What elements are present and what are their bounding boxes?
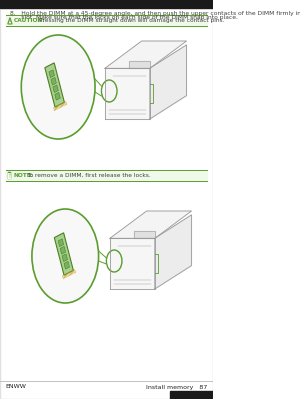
Text: NOTE:: NOTE: xyxy=(13,173,33,178)
Text: !: ! xyxy=(9,18,11,23)
Bar xyxy=(6,15,207,26)
Polygon shape xyxy=(150,45,187,119)
Text: slot. Make sure that the locks on each side of the DIMM snap into place.: slot. Make sure that the locks on each s… xyxy=(10,16,238,20)
Polygon shape xyxy=(60,247,66,254)
Text: ENWW: ENWW xyxy=(6,385,26,389)
Bar xyxy=(8,172,11,179)
Polygon shape xyxy=(49,70,54,77)
Bar xyxy=(170,391,213,399)
Bar xyxy=(0,0,213,8)
Polygon shape xyxy=(155,215,191,289)
Polygon shape xyxy=(105,68,150,119)
Polygon shape xyxy=(105,41,187,68)
Polygon shape xyxy=(62,254,68,262)
Polygon shape xyxy=(110,238,155,289)
Polygon shape xyxy=(45,63,64,107)
Polygon shape xyxy=(110,211,191,238)
Text: Pressing the DIMM straight down will damage the contact pins.: Pressing the DIMM straight down will dam… xyxy=(39,18,224,23)
Text: 8.   Hold the DIMM at a 45-degree angle, and then push the upper contacts of the: 8. Hold the DIMM at a 45-degree angle, a… xyxy=(10,11,300,16)
Bar xyxy=(8,172,11,178)
Polygon shape xyxy=(134,231,155,238)
Text: To remove a DIMM, first release the locks.: To remove a DIMM, first release the lock… xyxy=(27,173,151,178)
Polygon shape xyxy=(54,233,73,275)
Bar xyxy=(6,170,207,181)
Polygon shape xyxy=(58,239,64,247)
Polygon shape xyxy=(51,77,56,85)
Polygon shape xyxy=(129,61,150,68)
Text: CAUTION:: CAUTION: xyxy=(14,18,45,23)
Circle shape xyxy=(21,35,95,139)
Text: Install memory   87: Install memory 87 xyxy=(146,385,207,389)
Polygon shape xyxy=(53,85,58,93)
Circle shape xyxy=(32,209,99,303)
Polygon shape xyxy=(55,93,60,100)
Polygon shape xyxy=(64,261,70,269)
